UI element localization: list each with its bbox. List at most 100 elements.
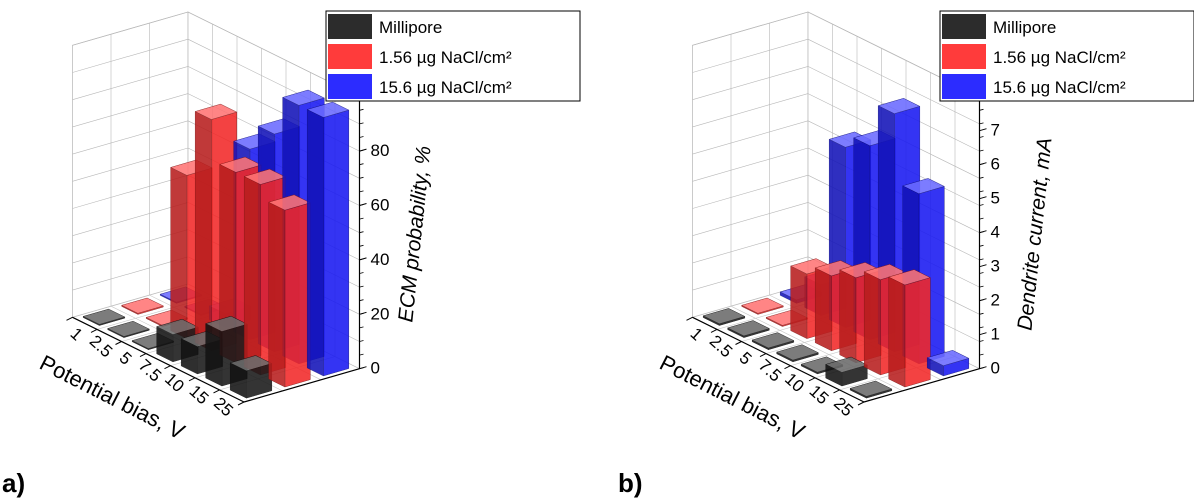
bar-front-face bbox=[323, 109, 350, 377]
legend-swatch bbox=[328, 44, 372, 69]
x-tick bbox=[784, 365, 791, 370]
grid-line bbox=[72, 66, 189, 100]
x-axis-label: Potential bias, V bbox=[656, 350, 809, 445]
x-tick bbox=[237, 401, 245, 406]
x-tick bbox=[686, 316, 693, 321]
bar-top-face bbox=[825, 356, 868, 373]
grid-line bbox=[72, 202, 189, 236]
bar bbox=[888, 269, 931, 388]
z-minor-tick bbox=[359, 108, 364, 111]
bar-top-face bbox=[888, 269, 931, 286]
x-tick-label: 2.5 bbox=[706, 331, 736, 361]
x-tick bbox=[139, 353, 147, 358]
bar bbox=[268, 194, 311, 388]
bar-top-face bbox=[156, 318, 199, 335]
z-tick-label: 3 bbox=[991, 257, 1000, 276]
grid-line bbox=[72, 120, 189, 155]
z-tick bbox=[979, 332, 987, 336]
z-minor-tick bbox=[979, 149, 984, 152]
z-tick-label: 60 bbox=[371, 196, 390, 215]
grid-line bbox=[692, 93, 809, 128]
bar bbox=[107, 320, 150, 339]
x-axis-line bbox=[72, 316, 245, 403]
grid-line bbox=[72, 256, 189, 291]
z-minor-tick bbox=[979, 204, 984, 206]
z-minor-tick bbox=[979, 258, 984, 261]
floor-grid-line bbox=[730, 305, 903, 392]
legend: Millipore 1.56 µg NaCl/cm² 15.6 µg NaCl/cm… bbox=[939, 10, 1194, 102]
x-tick-label: 25 bbox=[830, 393, 857, 420]
z-tick bbox=[979, 264, 987, 268]
grid-line bbox=[72, 147, 189, 182]
x-tick-label: 15 bbox=[186, 381, 213, 408]
z-minor-tick bbox=[979, 299, 984, 302]
z-tick-label: 4 bbox=[991, 223, 1000, 242]
bar-top-face bbox=[82, 308, 126, 325]
chart-panel-a: 0 20 40 60 80 ECM probability, % 2515107.552.5… bbox=[2, 10, 581, 498]
z-minor-tick bbox=[979, 244, 984, 247]
z-minor-tick bbox=[359, 163, 364, 166]
bar bbox=[229, 355, 273, 399]
z-minor-tick bbox=[979, 340, 984, 342]
x-tick-label: 5 bbox=[116, 348, 136, 368]
grid-line bbox=[72, 174, 189, 209]
x-axis-line bbox=[692, 316, 865, 403]
x-tick bbox=[857, 401, 865, 406]
bar bbox=[702, 308, 746, 326]
z-minor-tick bbox=[359, 217, 364, 220]
x-tick-label: 1 bbox=[687, 324, 707, 344]
grid-line bbox=[692, 11, 809, 46]
z-tick-label: 0 bbox=[991, 359, 1000, 378]
x-tick bbox=[710, 328, 718, 333]
z-tick-label: 2 bbox=[991, 291, 1000, 310]
z-tick-label: 40 bbox=[371, 250, 390, 269]
x-tick-label: 10 bbox=[161, 369, 188, 396]
grid-line bbox=[692, 66, 809, 100]
legend-swatch bbox=[328, 14, 372, 39]
x-tick-label: 25 bbox=[210, 393, 237, 420]
z-minor-tick bbox=[359, 285, 364, 288]
legend-entry-label: 15.6 µg NaCl/cm² bbox=[379, 78, 512, 97]
bar-side-face bbox=[194, 111, 212, 352]
bar bbox=[849, 380, 893, 399]
legend-entry-label: Millipore bbox=[993, 18, 1056, 37]
z-minor-tick bbox=[359, 136, 364, 138]
z-minor-tick bbox=[359, 367, 364, 370]
bar-top-face bbox=[702, 308, 746, 325]
z-minor-tick bbox=[979, 217, 984, 220]
x-tick bbox=[66, 316, 73, 321]
legend-swatch bbox=[942, 44, 986, 69]
bar-top-face bbox=[219, 156, 262, 173]
z-tick-label: 6 bbox=[991, 155, 1000, 174]
bar-top-face bbox=[243, 168, 287, 185]
bar-top-face bbox=[121, 297, 164, 314]
y-axis-label: ECM probability, % bbox=[394, 145, 435, 323]
bar-top-face bbox=[205, 315, 248, 332]
z-minor-tick bbox=[359, 326, 364, 329]
bar bbox=[727, 320, 770, 339]
bar-top-face bbox=[306, 101, 350, 118]
x-tick bbox=[90, 328, 98, 333]
x-tick bbox=[759, 353, 767, 358]
grid-line bbox=[807, 38, 980, 125]
x-tick-label: 5 bbox=[736, 348, 756, 368]
z-minor-tick bbox=[359, 353, 364, 356]
x-tick bbox=[735, 341, 742, 345]
z-minor-tick bbox=[979, 231, 984, 234]
bar-top-face bbox=[268, 194, 311, 211]
bar-side-face bbox=[243, 176, 261, 376]
bar-top-face bbox=[282, 89, 325, 106]
z-minor-tick bbox=[979, 108, 984, 111]
panel-label: b) bbox=[618, 468, 643, 498]
grid-line bbox=[72, 93, 189, 128]
x-tick-label: 7.5 bbox=[755, 356, 785, 386]
x-tick-label: 15 bbox=[806, 381, 833, 408]
bar bbox=[741, 297, 784, 315]
grid-line bbox=[692, 202, 809, 236]
series-axis-line bbox=[243, 368, 360, 403]
z-minor-tick bbox=[359, 272, 364, 274]
bar-top-face bbox=[741, 297, 784, 314]
grid-line bbox=[72, 11, 189, 46]
